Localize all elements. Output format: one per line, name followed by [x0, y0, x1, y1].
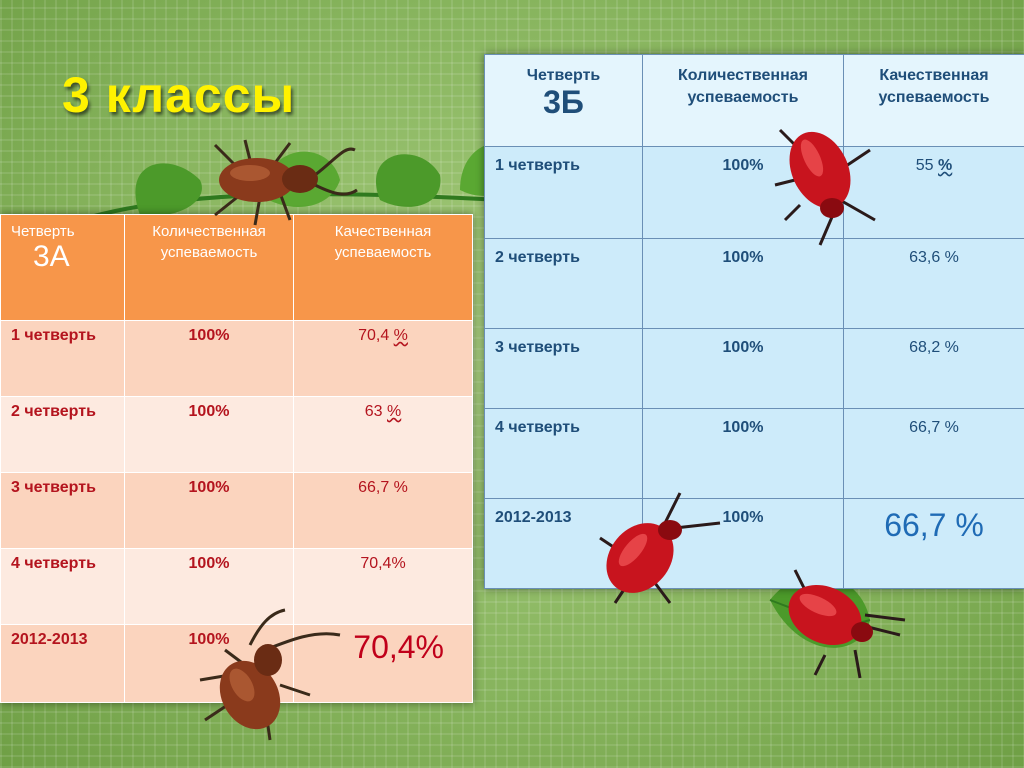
qual-total: 70,4%	[353, 629, 444, 665]
qual-percent: %	[387, 403, 402, 420]
quant-cell: 100%	[642, 498, 844, 589]
quant-cell: 100%	[642, 238, 844, 329]
header-quantitative: Количественная успеваемость	[642, 54, 844, 147]
qual-cell: 55 %	[843, 146, 1024, 239]
red-beetle-icon	[774, 128, 876, 246]
quarter-label: Четверть	[526, 67, 601, 84]
table-row: 4 четверть 100% 66,7 %	[484, 408, 1024, 499]
qual-cell: 70,4 %	[293, 320, 473, 397]
quant-cell: 100%	[642, 328, 844, 409]
table-row: 2012-2013 100% 66,7 %	[484, 498, 1024, 589]
class-3a-table: Четверть 3А Количественная успеваемость …	[0, 214, 473, 703]
quant-cell: 100%	[124, 396, 294, 473]
qual-cell: 63 %	[293, 396, 473, 473]
table-row: 4 четверть 100% 70,4%	[0, 548, 473, 625]
quant-cell: 100%	[124, 472, 294, 549]
table-row: 3 четверть 100% 66,7 %	[0, 472, 473, 549]
table-row: 2 четверть 100% 63 %	[0, 396, 473, 473]
qual-cell: 68,2 %	[843, 328, 1024, 409]
header-quarter: Четверть 3А	[0, 214, 125, 321]
qual-value: 55	[915, 157, 934, 174]
qual-value: 70,4	[358, 327, 390, 344]
quarter-cell: 3 четверть	[484, 328, 643, 409]
qual-percent: %	[938, 157, 953, 174]
qual-cell: 70,4%	[293, 624, 473, 703]
class-name: 3Б	[543, 84, 584, 120]
red-beetle-icon	[788, 569, 906, 679]
class-3b-table: Четверть 3Б Количественная успеваемость …	[484, 54, 1024, 589]
stag-beetle-icon	[199, 608, 341, 741]
quarter-label: Четверть	[11, 223, 75, 240]
quant-cell: 100%	[642, 408, 844, 499]
qual-total: 66,7 %	[884, 507, 984, 543]
class-name: 3А	[33, 240, 70, 273]
quarter-cell: 4 четверть	[484, 408, 643, 499]
table-row: 1 четверть 100% 70,4 %	[0, 320, 473, 397]
header-quantitative: Количественная успеваемость	[124, 214, 294, 321]
header-quarter: Четверть 3Б	[484, 54, 643, 147]
table-row: 3 четверть 100% 68,2 %	[484, 328, 1024, 409]
quarter-cell: 2012-2013	[0, 624, 125, 703]
quarter-cell: 3 четверть	[0, 472, 125, 549]
qual-cell: 66,7 %	[843, 408, 1024, 499]
qual-value: 63	[364, 403, 383, 420]
quarter-cell: 2 четверть	[0, 396, 125, 473]
stag-beetle-icon	[213, 139, 358, 226]
qual-cell: 70,4%	[293, 548, 473, 625]
quarter-cell: 2 четверть	[484, 238, 643, 329]
table-row: 2 четверть 100% 63,6 %	[484, 238, 1024, 329]
quarter-cell: 4 четверть	[0, 548, 125, 625]
quant-cell: 100%	[124, 320, 294, 397]
page-title: 3 классы	[62, 67, 296, 123]
header-qualitative: Качественная успеваемость	[293, 214, 473, 321]
qual-cell: 66,7 %	[293, 472, 473, 549]
table-row: 1 четверть 100% 55 %	[484, 146, 1024, 239]
qual-percent: %	[393, 327, 408, 344]
qual-cell: 63,6 %	[843, 238, 1024, 329]
quarter-cell: 1 четверть	[484, 146, 643, 239]
red-beetle-icon	[599, 492, 721, 604]
quarter-cell: 1 четверть	[0, 320, 125, 397]
